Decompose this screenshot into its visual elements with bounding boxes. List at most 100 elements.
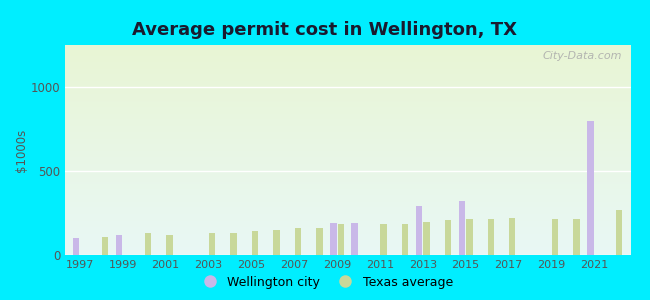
Bar — [65, 165, 630, 167]
Bar — [552, 219, 558, 255]
Bar — [65, 104, 630, 105]
Bar — [65, 167, 630, 168]
Bar — [65, 80, 630, 81]
Bar — [65, 231, 630, 232]
Bar — [65, 106, 630, 108]
Bar — [65, 247, 630, 248]
Bar — [65, 174, 630, 175]
Bar — [65, 181, 630, 182]
Bar — [65, 95, 630, 97]
Text: City-Data.com: City-Data.com — [543, 51, 622, 61]
Bar — [65, 63, 630, 64]
Bar — [65, 98, 630, 100]
Bar — [65, 232, 630, 234]
Bar — [65, 128, 630, 129]
Bar — [65, 93, 630, 94]
Bar — [65, 164, 630, 165]
Bar — [316, 228, 322, 255]
Bar — [65, 198, 630, 199]
Bar — [102, 236, 109, 255]
Bar — [65, 227, 630, 228]
Bar — [466, 219, 473, 255]
Bar — [231, 233, 237, 255]
Bar — [65, 192, 630, 194]
Y-axis label: $1000s: $1000s — [15, 128, 28, 172]
Bar — [65, 74, 630, 76]
Bar — [65, 209, 630, 210]
Bar — [65, 194, 630, 195]
Bar — [65, 126, 630, 128]
Bar — [73, 238, 79, 255]
Bar — [65, 62, 630, 63]
Bar — [65, 154, 630, 156]
Bar — [65, 53, 630, 55]
Bar — [65, 72, 630, 73]
Bar — [65, 242, 630, 244]
Bar — [573, 219, 580, 255]
Bar — [273, 230, 280, 255]
Bar — [65, 230, 630, 231]
Bar — [294, 228, 301, 255]
Bar — [65, 216, 630, 217]
Bar — [509, 218, 515, 255]
Bar — [65, 68, 630, 69]
Bar — [65, 186, 630, 188]
Bar — [65, 94, 630, 95]
Bar — [65, 199, 630, 200]
Bar — [65, 205, 630, 206]
Bar — [65, 217, 630, 219]
Bar — [166, 235, 173, 255]
Bar — [65, 123, 630, 125]
Bar — [65, 129, 630, 130]
Bar — [65, 184, 630, 185]
Bar — [65, 132, 630, 133]
Bar — [65, 177, 630, 178]
Bar — [65, 46, 630, 48]
Bar — [65, 188, 630, 189]
Bar — [65, 137, 630, 139]
Bar — [65, 228, 630, 230]
Bar — [65, 169, 630, 171]
Bar — [587, 121, 593, 255]
Bar — [65, 157, 630, 158]
Bar — [65, 213, 630, 214]
Bar — [65, 112, 630, 114]
Bar — [352, 223, 358, 255]
Bar — [65, 234, 630, 236]
Bar — [65, 83, 630, 84]
Bar — [65, 56, 630, 58]
Bar — [65, 190, 630, 192]
Bar — [65, 136, 630, 137]
Bar — [65, 88, 630, 90]
Bar — [65, 196, 630, 198]
Bar — [65, 90, 630, 91]
Bar — [65, 150, 630, 152]
Bar — [65, 214, 630, 216]
Bar — [65, 101, 630, 102]
Bar — [65, 143, 630, 144]
Bar — [416, 206, 422, 255]
Bar — [616, 210, 623, 255]
Bar — [65, 85, 630, 87]
Bar — [65, 111, 630, 112]
Bar — [445, 220, 451, 255]
Bar — [65, 251, 630, 252]
Bar — [65, 108, 630, 110]
Bar — [65, 171, 630, 172]
Bar — [65, 200, 630, 202]
Bar — [65, 60, 630, 62]
Bar — [65, 172, 630, 174]
Bar — [65, 64, 630, 66]
Bar — [145, 233, 151, 255]
Bar — [65, 66, 630, 68]
Bar — [65, 224, 630, 226]
Bar — [65, 87, 630, 88]
Bar — [65, 51, 630, 52]
Bar — [65, 175, 630, 177]
Bar — [65, 114, 630, 115]
Bar — [65, 115, 630, 116]
Bar — [65, 100, 630, 101]
Bar — [402, 224, 408, 255]
Bar — [65, 45, 630, 46]
Bar — [65, 163, 630, 164]
